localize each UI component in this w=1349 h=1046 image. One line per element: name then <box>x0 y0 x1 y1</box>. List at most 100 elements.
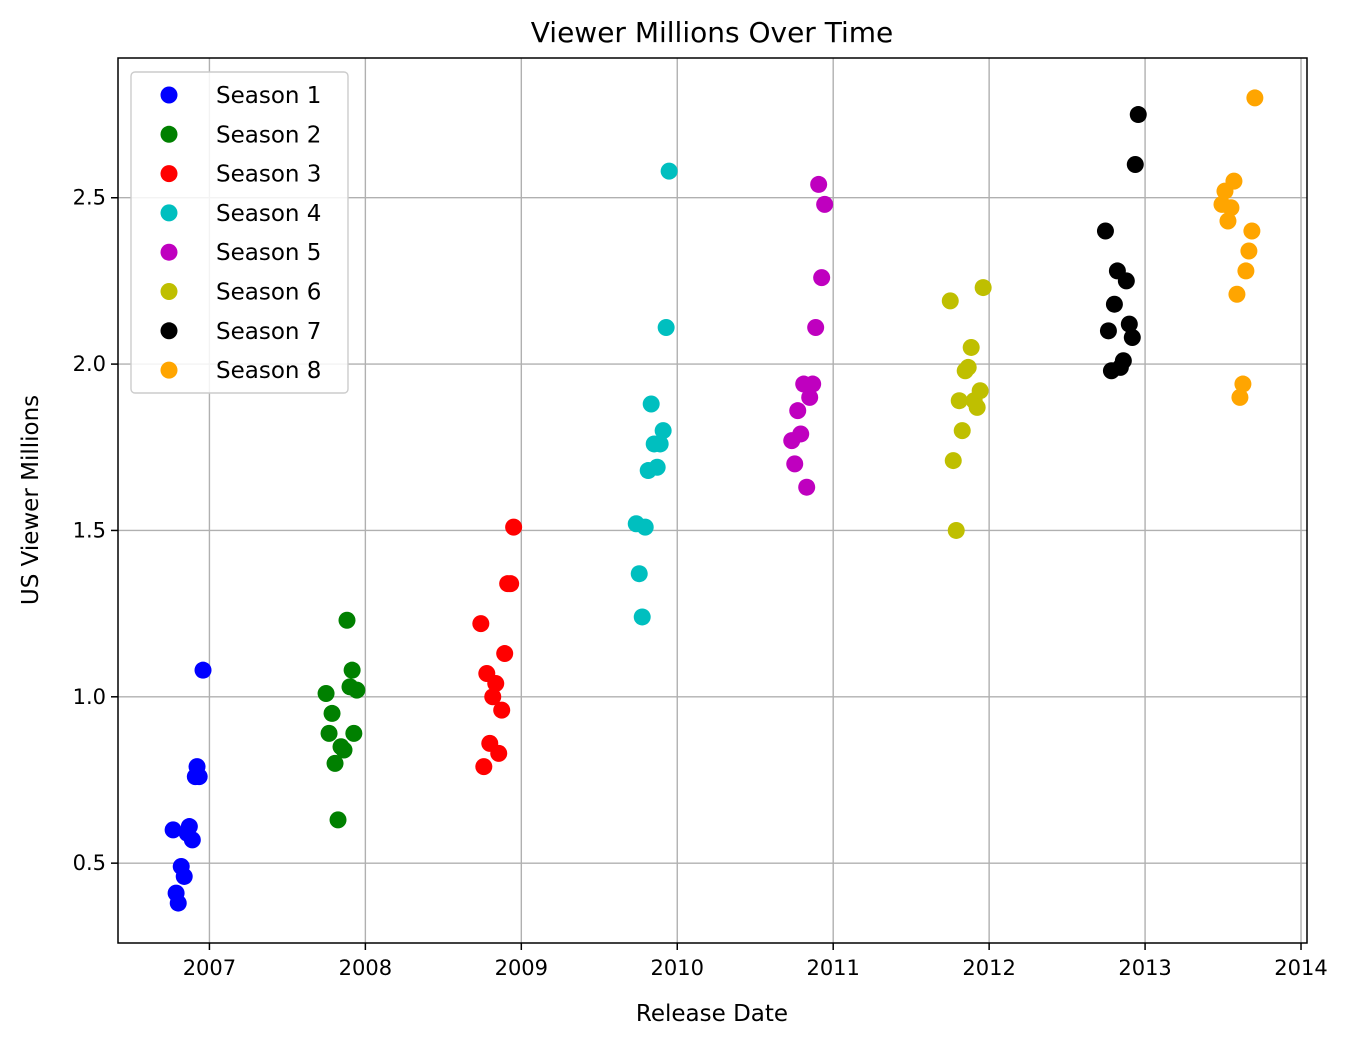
data-point <box>1126 155 1144 173</box>
data-point <box>1105 295 1123 313</box>
data-point <box>953 422 971 440</box>
data-point <box>1129 106 1147 124</box>
data-point <box>813 269 831 287</box>
x-tick-label: 2012 <box>962 956 1015 980</box>
legend-marker <box>160 125 178 143</box>
data-point <box>323 704 341 722</box>
data-point <box>660 162 678 180</box>
data-point <box>1234 375 1252 393</box>
data-point <box>944 452 962 470</box>
legend: Season 1 Season 2 Season 3 Season 4 Season 5… <box>130 71 349 394</box>
series-season-2 <box>317 611 366 829</box>
data-point <box>317 684 335 702</box>
y-axis-ticks: 0.5 1.0 1.5 2.0 2.5 <box>73 186 118 875</box>
data-point <box>1120 315 1138 333</box>
data-point <box>1243 222 1261 240</box>
legend-entry: Season 1 <box>160 83 321 109</box>
x-tick-label: 2011 <box>806 956 859 980</box>
series-season-8 <box>1213 89 1264 406</box>
data-point <box>348 681 366 699</box>
legend-label: Season 1 <box>216 83 321 109</box>
data-point <box>164 821 182 839</box>
legend-entry: Season 5 <box>160 240 321 266</box>
y-tick-label: 0.5 <box>73 851 106 875</box>
data-point <box>343 661 361 679</box>
legend-label: Season 7 <box>216 319 321 345</box>
legend-marker <box>160 361 178 379</box>
legend-box <box>130 71 349 394</box>
y-tick-label: 2.5 <box>73 186 106 210</box>
data-point <box>345 724 363 742</box>
data-point <box>950 392 968 410</box>
data-point <box>642 395 660 413</box>
data-point <box>1219 212 1237 230</box>
legend-label: Season 3 <box>216 162 321 188</box>
data-point <box>941 292 959 310</box>
data-point <box>1099 322 1117 340</box>
data-point <box>1228 285 1246 303</box>
x-axis-ticks: 2007 2008 2009 2010 2011 2012 2013 2014 <box>183 943 1328 980</box>
legend-entry: Season 3 <box>160 162 321 188</box>
legend-label: Season 4 <box>216 201 321 227</box>
x-tick-label: 2009 <box>495 956 548 980</box>
data-point <box>947 521 965 539</box>
data-point <box>338 611 356 629</box>
x-tick-label: 2010 <box>651 956 704 980</box>
data-point <box>636 518 654 536</box>
chart-title: Viewer Millions Over Time <box>531 16 894 49</box>
data-point <box>807 318 825 336</box>
data-point <box>475 758 493 776</box>
y-axis-label: US Viewer Millions <box>18 395 44 605</box>
data-point <box>810 175 828 193</box>
data-point <box>648 458 666 476</box>
legend-marker <box>160 322 178 340</box>
data-point <box>1240 242 1258 260</box>
legend-marker <box>160 283 178 300</box>
legend-marker <box>160 243 178 261</box>
y-tick-label: 2.0 <box>73 352 106 376</box>
data-point <box>169 894 187 912</box>
series-season-6 <box>941 279 992 539</box>
series-season-7 <box>1096 106 1147 380</box>
legend-label: Season 2 <box>216 122 321 148</box>
data-point <box>801 388 819 406</box>
legend-entry: Season 6 <box>160 280 321 306</box>
data-point <box>651 435 669 453</box>
legend-marker <box>160 86 178 104</box>
data-point <box>1222 199 1240 217</box>
data-point <box>472 615 490 633</box>
data-point <box>1123 328 1141 346</box>
data-point <box>484 688 502 706</box>
data-point <box>804 375 822 393</box>
data-point <box>786 455 804 473</box>
data-point <box>496 645 514 663</box>
y-tick-label: 1.0 <box>73 685 106 709</box>
data-point <box>1114 352 1132 370</box>
data-point <box>502 575 520 593</box>
data-point <box>1246 89 1264 107</box>
plot-area-frame <box>117 57 1308 944</box>
x-tick-label: 2007 <box>183 956 236 980</box>
legend-entry: Season 8 <box>160 358 321 384</box>
legend-label: Season 8 <box>216 358 321 384</box>
data-point <box>183 831 201 849</box>
series-season-1 <box>164 661 212 912</box>
data-point <box>962 338 980 356</box>
data-points <box>164 89 1264 912</box>
data-point <box>505 518 523 536</box>
data-point <box>1231 388 1249 406</box>
data-point <box>816 195 834 213</box>
data-point <box>789 402 807 420</box>
legend-marker <box>160 204 178 222</box>
data-point <box>959 358 977 376</box>
x-tick-label: 2008 <box>339 956 392 980</box>
data-point <box>490 744 508 762</box>
legend-entry: Season 2 <box>160 122 321 148</box>
legend-marker <box>160 165 178 183</box>
data-point <box>633 608 651 626</box>
series-season-4 <box>627 162 678 626</box>
data-point <box>487 674 505 692</box>
data-point <box>335 741 353 759</box>
legend-entry: Season 4 <box>160 201 321 227</box>
